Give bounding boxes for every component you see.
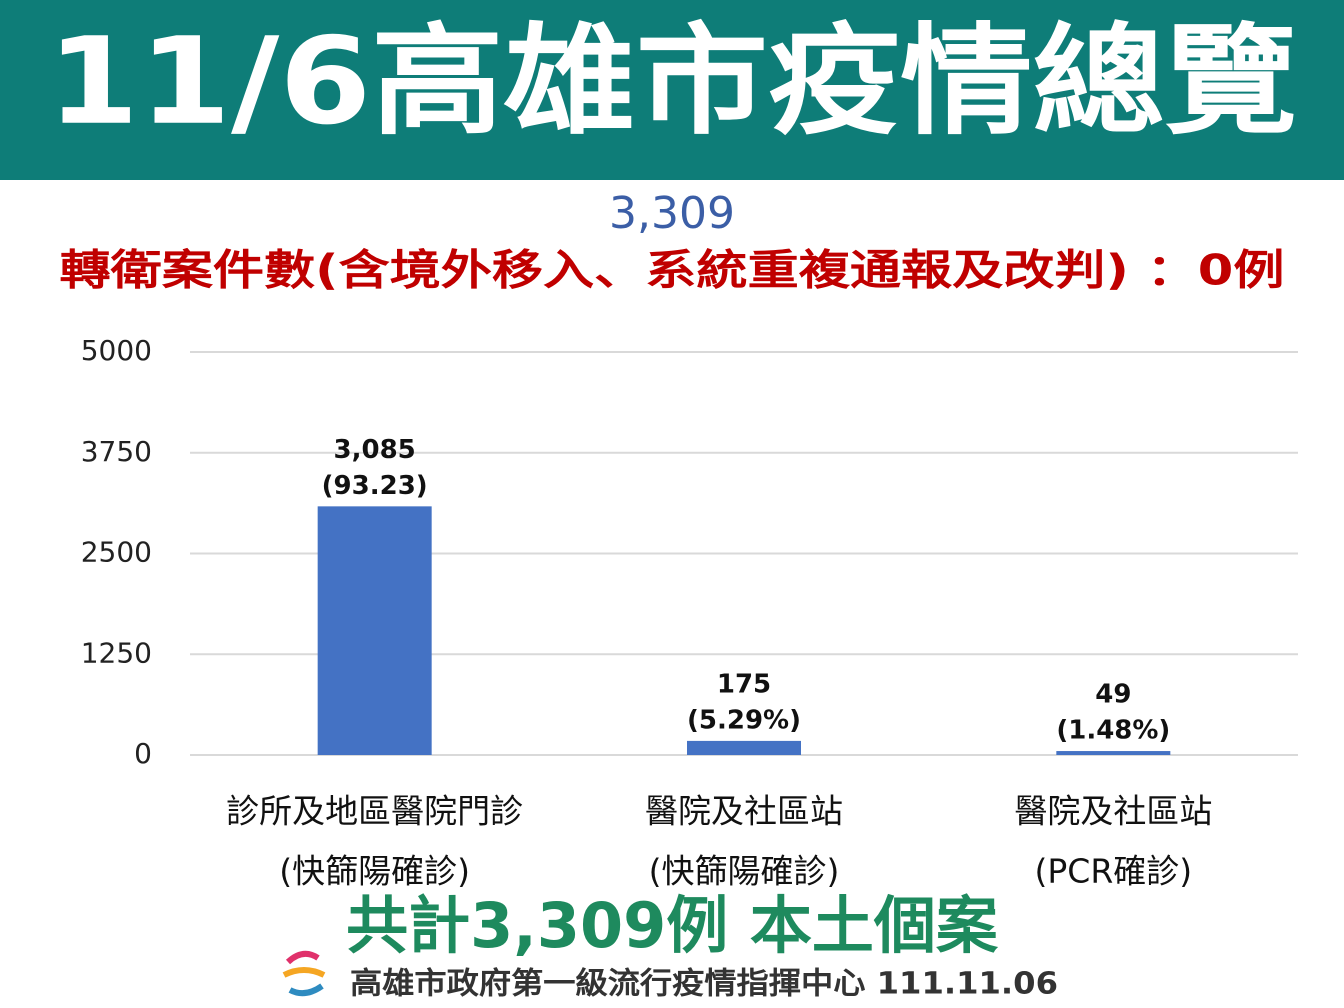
x-tick-label: (快篩陽確診) (279, 852, 470, 891)
bar (687, 740, 801, 755)
x-tick-label: (PCR確診) (1035, 852, 1193, 891)
x-tick-label: 醫院及社區站 (1014, 792, 1212, 831)
value-label: (1.48%) (1056, 716, 1170, 746)
y-tick-label: 3750 (81, 435, 152, 468)
bar (1056, 751, 1171, 755)
logo (282, 950, 326, 997)
value-label: (5.29%) (687, 705, 801, 735)
source: 高雄市政府第一級流行疫情指揮中心 111.11.06 (350, 967, 1058, 1002)
value-label: 49 (1095, 680, 1131, 710)
y-tick-label: 1250 (81, 636, 152, 669)
chart-title: 11/6高雄市疫情總覽 (47, 13, 1297, 152)
y-tick-label: 2500 (81, 536, 152, 569)
x-tick-label: 診所及地區醫院門診 (226, 792, 523, 831)
note: 轉衛案件數(含境外移入、系統重複通報及改判) ：0例 (60, 246, 1285, 295)
value-label: 175 (717, 669, 771, 699)
bar (317, 506, 432, 755)
footer: 共計3,309例 本土個案 (346, 889, 999, 962)
value-label: (93.23) (322, 471, 428, 501)
y-tick-label: 0 (134, 737, 152, 770)
x-tick-label: 醫院及社區站 (645, 792, 843, 831)
subtitle: 3,309 (609, 188, 735, 239)
header-band (0, 0, 1344, 180)
value-label: 3,085 (334, 435, 416, 465)
y-tick-label: 5000 (81, 334, 152, 367)
x-tick-label: (快篩陽確診) (649, 852, 840, 891)
